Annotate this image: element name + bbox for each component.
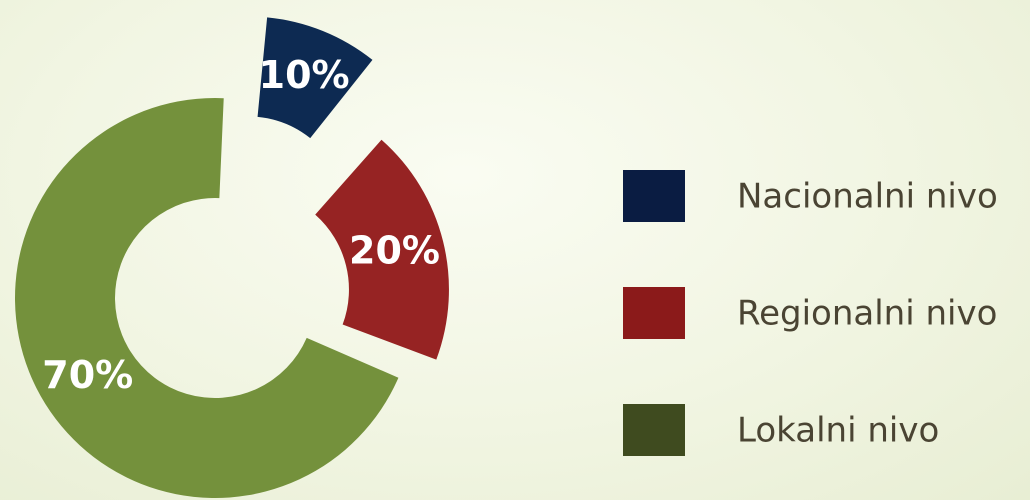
donut-slice-1 — [257, 17, 373, 139]
slice-value-label: 20% — [349, 229, 440, 273]
donut-slices: 10% 20% 70% — [15, 17, 449, 498]
legend-swatch — [623, 287, 685, 339]
legend-swatch — [623, 170, 685, 222]
legend-swatch — [623, 404, 685, 456]
legend-label: Nacionalni nivo — [737, 177, 998, 217]
legend-label: Regionalni nivo — [737, 294, 997, 334]
donut-slice-3 — [15, 97, 399, 498]
legend: Nacionalni nivo Regionalni nivo Lokalni ni… — [623, 170, 998, 456]
slice-value-label: 70% — [42, 353, 133, 397]
donut-slice-2 — [315, 139, 449, 360]
legend-label: Lokalni nivo — [737, 411, 939, 451]
slice-value-label: 10% — [259, 53, 350, 97]
